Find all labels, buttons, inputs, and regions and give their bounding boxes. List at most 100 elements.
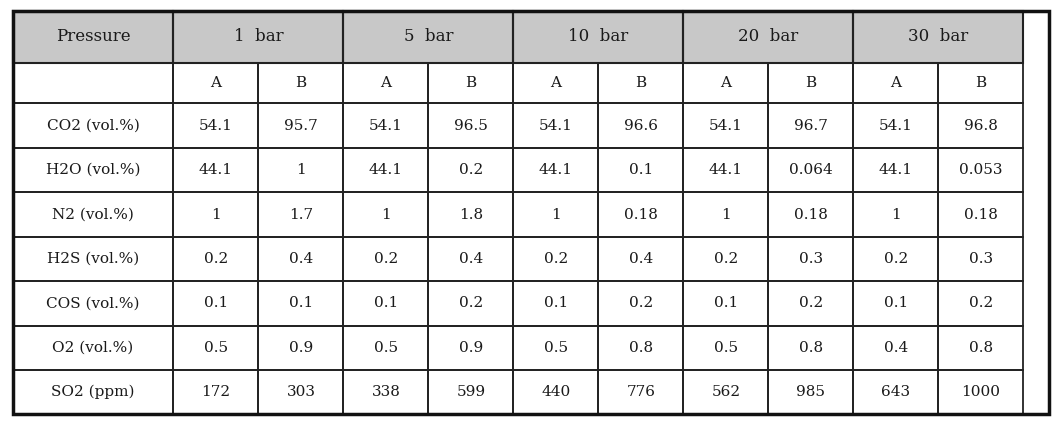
Bar — [683, 104, 769, 148]
Text: 0.8: 0.8 — [969, 341, 993, 355]
Bar — [939, 281, 1024, 326]
Text: A: A — [210, 76, 221, 90]
Text: 0.1: 0.1 — [289, 296, 313, 310]
Bar — [343, 63, 428, 104]
Bar — [13, 237, 173, 281]
Bar — [258, 370, 343, 414]
Text: 0.2: 0.2 — [544, 252, 568, 266]
Text: 0.2: 0.2 — [969, 296, 993, 310]
Bar — [258, 148, 343, 193]
Bar — [769, 63, 854, 104]
Bar — [428, 237, 513, 281]
Text: 44.1: 44.1 — [879, 163, 913, 177]
Bar — [598, 104, 683, 148]
Text: 1: 1 — [551, 207, 561, 221]
Bar — [513, 104, 598, 148]
Bar — [343, 104, 428, 148]
Text: 1: 1 — [381, 207, 391, 221]
Bar — [598, 281, 683, 326]
Bar — [428, 370, 513, 414]
Bar — [513, 237, 598, 281]
Text: 0.4: 0.4 — [459, 252, 483, 266]
Bar — [598, 237, 683, 281]
Bar — [343, 104, 428, 148]
Text: 1  bar: 1 bar — [234, 28, 284, 45]
Text: 0.2: 0.2 — [629, 296, 653, 310]
Text: 0.1: 0.1 — [544, 296, 568, 310]
Bar — [598, 148, 683, 193]
Bar — [939, 63, 1024, 104]
Bar — [428, 281, 513, 326]
Bar — [173, 104, 258, 148]
Bar — [683, 326, 769, 370]
Text: B: B — [805, 76, 817, 90]
Bar — [513, 370, 598, 414]
Bar — [683, 370, 769, 414]
Bar — [769, 63, 854, 104]
Bar — [683, 11, 854, 63]
Bar — [854, 148, 939, 193]
Bar — [854, 326, 939, 370]
Text: COS (vol.%): COS (vol.%) — [47, 296, 140, 310]
Text: 599: 599 — [457, 385, 485, 399]
Bar — [513, 148, 598, 193]
Text: 0.2: 0.2 — [204, 252, 228, 266]
Bar — [258, 326, 343, 370]
Bar — [513, 370, 598, 414]
Bar — [683, 370, 769, 414]
Text: 0.9: 0.9 — [289, 341, 313, 355]
Bar — [513, 11, 683, 63]
Text: B: B — [295, 76, 307, 90]
Bar — [258, 104, 343, 148]
Bar — [854, 326, 939, 370]
Bar — [343, 11, 513, 63]
Bar — [683, 63, 769, 104]
Bar — [173, 281, 258, 326]
Bar — [428, 193, 513, 237]
Bar — [939, 193, 1024, 237]
Bar — [769, 193, 854, 237]
Text: 1.7: 1.7 — [289, 207, 313, 221]
Bar — [598, 326, 683, 370]
Text: 1000: 1000 — [961, 385, 1000, 399]
Text: Pressure: Pressure — [56, 28, 131, 45]
Bar — [173, 63, 258, 104]
Bar — [428, 104, 513, 148]
Text: 96.8: 96.8 — [964, 119, 998, 133]
Bar — [769, 281, 854, 326]
Bar — [343, 281, 428, 326]
Bar — [428, 370, 513, 414]
Bar — [258, 237, 343, 281]
Bar — [428, 63, 513, 104]
Text: B: B — [465, 76, 477, 90]
Bar — [13, 11, 173, 63]
Text: 1: 1 — [721, 207, 731, 221]
Bar — [854, 193, 939, 237]
Bar — [683, 237, 769, 281]
Bar — [854, 148, 939, 193]
Bar — [343, 370, 428, 414]
Text: 0.3: 0.3 — [799, 252, 823, 266]
Bar — [683, 11, 854, 63]
Bar — [769, 104, 854, 148]
Text: 54.1: 54.1 — [879, 119, 913, 133]
Text: 0.8: 0.8 — [629, 341, 653, 355]
Bar — [343, 148, 428, 193]
Text: O2 (vol.%): O2 (vol.%) — [52, 341, 134, 355]
Bar — [173, 11, 343, 63]
Text: H2S (vol.%): H2S (vol.%) — [47, 252, 139, 266]
Bar — [173, 148, 258, 193]
Bar — [343, 237, 428, 281]
Bar — [598, 281, 683, 326]
Bar — [513, 11, 683, 63]
Text: 0.18: 0.18 — [794, 207, 827, 221]
Text: A: A — [890, 76, 902, 90]
Text: B: B — [975, 76, 987, 90]
Bar — [598, 193, 683, 237]
Text: 0.5: 0.5 — [714, 341, 738, 355]
Bar — [939, 370, 1024, 414]
Text: 0.2: 0.2 — [799, 296, 823, 310]
Text: 96.6: 96.6 — [623, 119, 657, 133]
Text: SO2 (ppm): SO2 (ppm) — [51, 385, 135, 400]
Bar — [683, 148, 769, 193]
